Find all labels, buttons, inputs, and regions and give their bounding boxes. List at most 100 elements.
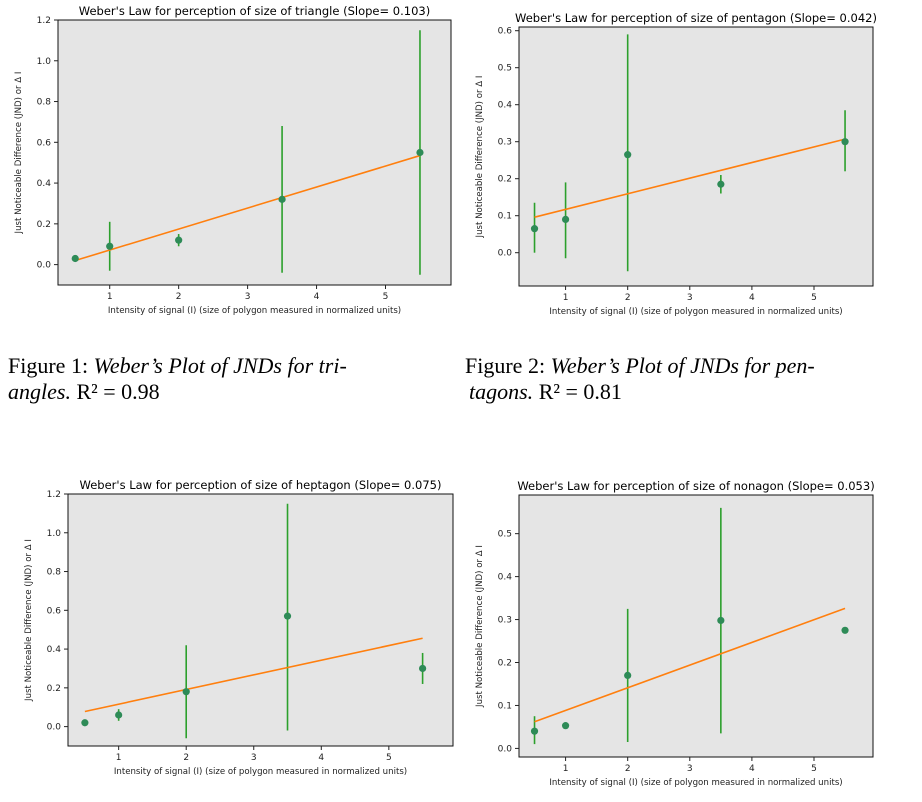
x-tick-label: 3 bbox=[245, 292, 251, 302]
fit-line bbox=[75, 154, 421, 262]
y-tick-label: 0.8 bbox=[37, 98, 52, 108]
y-tick-label: 0.2 bbox=[498, 659, 512, 669]
plot-area bbox=[67, 493, 454, 747]
y-tick-label: 1.2 bbox=[47, 490, 61, 500]
y-tick-label: 1.2 bbox=[37, 16, 51, 26]
y-tick-label: 0.2 bbox=[498, 175, 512, 185]
y-tick-label: 0.8 bbox=[47, 568, 62, 578]
data-point bbox=[561, 215, 570, 223]
x-axis-label: Intensity of signal (I) (size of polygon… bbox=[114, 767, 407, 777]
caption-1-r2: R² = 0.98 bbox=[76, 379, 160, 404]
x-tick-label: 2 bbox=[176, 292, 182, 302]
plot-area bbox=[518, 26, 874, 287]
data-point bbox=[530, 225, 539, 233]
y-tick-label: 0.6 bbox=[47, 606, 62, 616]
fit-line bbox=[534, 607, 846, 723]
x-tick-label: 2 bbox=[183, 753, 189, 763]
chart-nonagon: Weber's Law for perception of size of no… bbox=[461, 470, 922, 800]
data-point bbox=[283, 612, 292, 620]
chart-heptagon: Weber's Law for perception of size of he… bbox=[0, 470, 461, 800]
data-point bbox=[624, 671, 632, 679]
data-point bbox=[182, 688, 190, 696]
y-axis-label: Just Noticeable Difference (JND) or Δ I bbox=[475, 76, 485, 239]
y-tick-label: 0.4 bbox=[498, 101, 513, 111]
chart-title: Weber's Law for perception of size of he… bbox=[80, 478, 442, 492]
caption-2-r2: R² = 0.81 bbox=[538, 379, 622, 404]
y-tick-label: 0.1 bbox=[498, 212, 512, 222]
data-point bbox=[81, 719, 89, 727]
y-axis-label: Just Noticeable Difference (JND) or Δ I bbox=[24, 539, 34, 702]
data-point bbox=[71, 254, 79, 263]
chart-pentagon: Weber's Law for perception of size of pe… bbox=[461, 0, 922, 325]
y-tick-label: 0.4 bbox=[47, 645, 62, 655]
y-axis-label: Just Noticeable Difference (JND) or Δ I bbox=[14, 72, 24, 235]
data-point bbox=[278, 195, 286, 203]
data-point bbox=[175, 236, 183, 244]
x-tick-label: 5 bbox=[811, 293, 817, 303]
y-tick-label: 0.5 bbox=[498, 64, 512, 74]
x-tick-label: 4 bbox=[314, 292, 320, 302]
caption-2-text2: tagons. bbox=[469, 379, 534, 404]
chart-nonagon-svg: Weber's Law for perception of size of no… bbox=[475, 479, 875, 788]
y-tick-label: 0.6 bbox=[498, 27, 513, 37]
x-tick-label: 1 bbox=[107, 292, 113, 302]
y-tick-label: 1.0 bbox=[47, 529, 62, 539]
y-tick-label: 0.3 bbox=[498, 616, 512, 626]
fit-line bbox=[534, 138, 846, 218]
caption-1-label: Figure 1: bbox=[8, 353, 89, 378]
y-tick-label: 0.4 bbox=[37, 179, 52, 189]
plot-area bbox=[518, 494, 874, 758]
data-point bbox=[717, 180, 725, 188]
y-tick-label: 0.0 bbox=[498, 744, 513, 754]
chart-heptagon-svg: Weber's Law for perception of size of he… bbox=[24, 478, 454, 777]
x-tick-label: 1 bbox=[116, 753, 122, 763]
data-point bbox=[561, 722, 570, 730]
caption-1-text2: angles. bbox=[8, 379, 71, 404]
y-axis-label: Just Noticeable Difference (JND) or Δ I bbox=[475, 545, 485, 708]
x-tick-label: 3 bbox=[251, 753, 257, 763]
caption-figure-2: Figure 2: Weber’s Plot of JNDs for pen- … bbox=[465, 353, 920, 405]
x-axis-label: Intensity of signal (I) (size of polygon… bbox=[549, 307, 842, 317]
y-tick-label: 0.1 bbox=[498, 701, 512, 711]
data-point bbox=[624, 151, 632, 159]
chart-triangle-svg: Weber's Law for perception of size of tr… bbox=[14, 4, 452, 316]
x-tick-label: 3 bbox=[687, 764, 693, 774]
y-tick-label: 0.0 bbox=[47, 723, 62, 733]
chart-pentagon-svg: Weber's Law for perception of size of pe… bbox=[475, 11, 877, 317]
data-point bbox=[841, 138, 849, 146]
x-axis-label: Intensity of signal (I) (size of polygon… bbox=[549, 778, 842, 788]
caption-2-label: Figure 2: bbox=[465, 353, 546, 378]
y-tick-label: 0.4 bbox=[498, 573, 513, 583]
x-tick-label: 1 bbox=[563, 293, 569, 303]
x-tick-label: 4 bbox=[318, 753, 324, 763]
data-point bbox=[530, 727, 539, 735]
y-tick-label: 0.0 bbox=[37, 261, 52, 271]
y-tick-label: 0.2 bbox=[47, 684, 61, 694]
x-tick-label: 5 bbox=[383, 292, 389, 302]
chart-triangle: Weber's Law for perception of size of tr… bbox=[0, 0, 461, 325]
caption-1-text: Weber’s Plot of JNDs for tri- bbox=[93, 353, 347, 378]
y-tick-label: 0.6 bbox=[37, 138, 52, 148]
y-tick-label: 0.3 bbox=[498, 138, 512, 148]
chart-title: Weber's Law for perception of size of pe… bbox=[515, 11, 877, 25]
y-tick-label: 0.2 bbox=[37, 220, 51, 230]
data-point bbox=[106, 242, 114, 250]
data-point bbox=[115, 711, 123, 719]
x-tick-label: 5 bbox=[811, 764, 817, 774]
x-tick-label: 5 bbox=[386, 753, 392, 763]
chart-title: Weber's Law for perception of size of tr… bbox=[79, 4, 430, 18]
data-point bbox=[841, 626, 849, 634]
x-tick-label: 2 bbox=[625, 293, 631, 303]
chart-title: Weber's Law for perception of size of no… bbox=[517, 479, 874, 493]
caption-2-text: Weber’s Plot of JNDs for pen- bbox=[550, 353, 815, 378]
x-tick-label: 4 bbox=[749, 764, 755, 774]
y-tick-label: 0.0 bbox=[498, 249, 513, 259]
x-tick-label: 2 bbox=[625, 764, 631, 774]
x-tick-label: 3 bbox=[687, 293, 693, 303]
y-tick-label: 0.5 bbox=[498, 530, 512, 540]
data-point bbox=[419, 664, 427, 673]
caption-figure-1: Figure 1: Weber’s Plot of JNDs for tri- … bbox=[8, 353, 463, 405]
y-tick-label: 1.0 bbox=[37, 57, 52, 67]
x-axis-label: Intensity of signal (I) (size of polygon… bbox=[108, 306, 401, 316]
data-point bbox=[416, 148, 424, 157]
